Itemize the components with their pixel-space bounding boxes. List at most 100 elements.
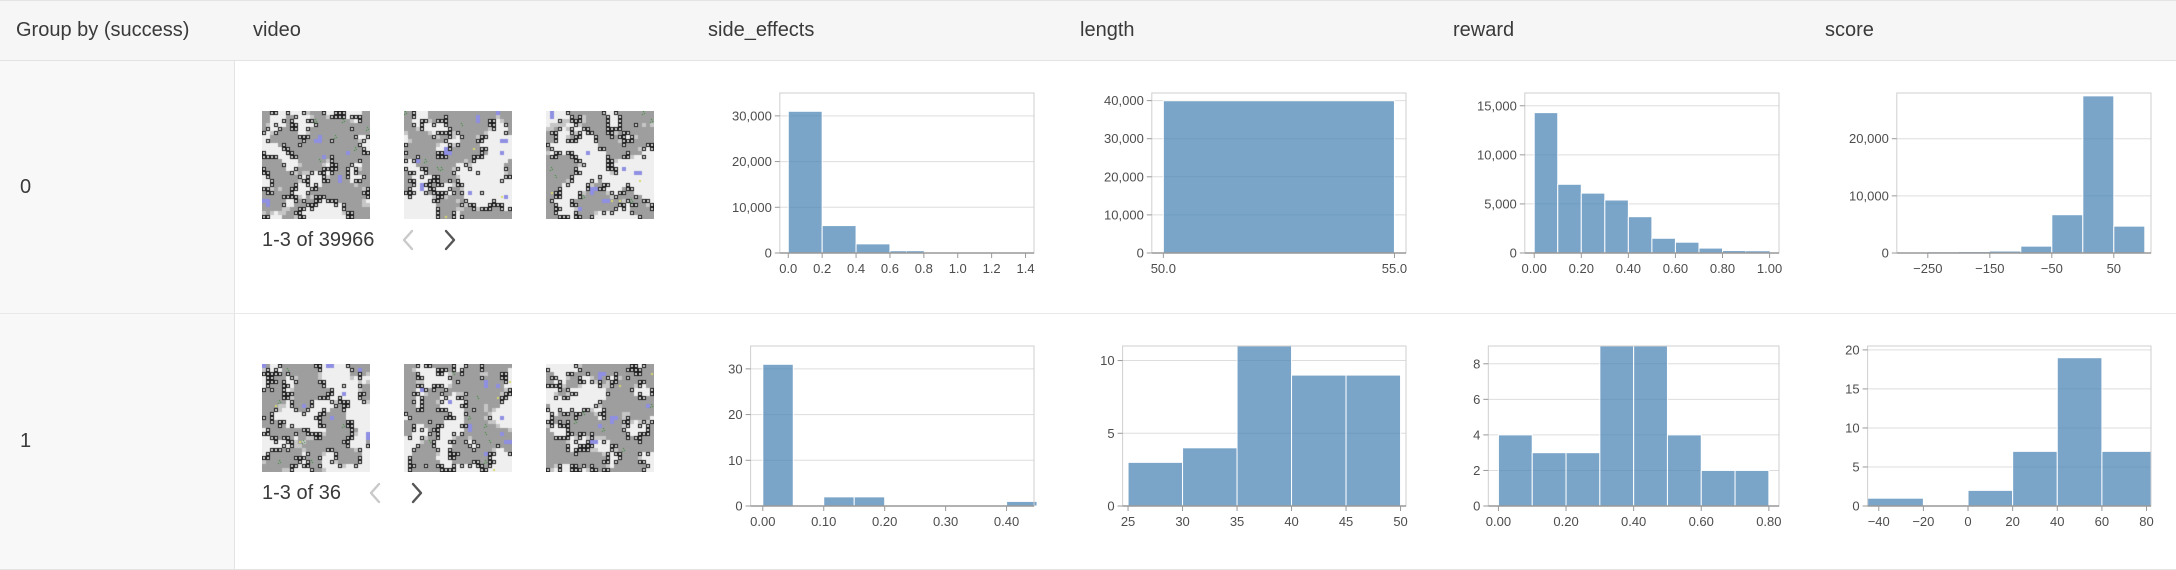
svg-text:30: 30	[1175, 514, 1189, 529]
svg-text:15,000: 15,000	[1477, 98, 1517, 113]
svg-text:4: 4	[1473, 427, 1480, 442]
svg-text:0.20: 0.20	[1553, 514, 1578, 529]
svg-text:0.60: 0.60	[1689, 514, 1714, 529]
svg-text:2: 2	[1473, 463, 1480, 478]
svg-text:25: 25	[1121, 514, 1135, 529]
svg-text:0.6: 0.6	[881, 261, 899, 276]
svg-text:5: 5	[1107, 426, 1114, 441]
chevron-left-icon	[367, 481, 383, 505]
svg-text:0.00: 0.00	[1486, 514, 1511, 529]
svg-text:60: 60	[2095, 514, 2109, 529]
svg-text:20: 20	[728, 407, 742, 422]
svg-text:10: 10	[1845, 420, 1859, 435]
svg-text:0: 0	[1137, 246, 1144, 261]
svg-text:0: 0	[1107, 499, 1114, 514]
svg-text:50.0: 50.0	[1151, 261, 1176, 276]
svg-text:15: 15	[1845, 381, 1859, 396]
gridworld-thumbnail[interactable]	[262, 111, 370, 219]
svg-text:−20: −20	[1912, 514, 1934, 529]
svg-text:−250: −250	[1913, 261, 1942, 276]
svg-text:10,000: 10,000	[1477, 147, 1517, 162]
svg-text:0.80: 0.80	[1756, 514, 1781, 529]
svg-text:10,000: 10,000	[1104, 207, 1144, 222]
svg-text:40: 40	[2050, 514, 2064, 529]
column-header-reward[interactable]: reward	[1445, 1, 1817, 60]
pagination-text: 1-3 of 36	[262, 482, 341, 505]
svg-text:0.40: 0.40	[994, 514, 1019, 529]
svg-text:5,000: 5,000	[1484, 196, 1517, 211]
video-cell: 1-3 of 39966	[235, 61, 700, 313]
gridworld-thumbnail[interactable]	[546, 111, 654, 219]
column-header-score[interactable]: score	[1817, 1, 2176, 60]
svg-text:0.30: 0.30	[933, 514, 958, 529]
group-value-cell: 0	[0, 61, 235, 313]
group-value-cell: 1	[0, 314, 235, 569]
svg-text:20: 20	[2005, 514, 2019, 529]
svg-text:1.00: 1.00	[1757, 261, 1782, 276]
svg-text:50: 50	[2107, 261, 2121, 276]
svg-text:0: 0	[1852, 499, 1859, 514]
svg-text:30: 30	[728, 361, 742, 376]
column-header-side-effects[interactable]: side_effects	[700, 1, 1072, 60]
histogram-length[interactable]: 50.0 55.0 0 10,000 20,000 30,000 40,000	[1072, 61, 1445, 313]
svg-text:80: 80	[2139, 514, 2153, 529]
svg-text:0: 0	[1964, 514, 1971, 529]
svg-text:8: 8	[1473, 356, 1480, 371]
svg-text:0.00: 0.00	[1522, 261, 1547, 276]
gridworld-thumbnail[interactable]	[404, 111, 512, 219]
svg-text:0.20: 0.20	[872, 514, 897, 529]
gridworld-thumbnail[interactable]	[262, 364, 370, 472]
gridworld-thumbnail[interactable]	[546, 364, 654, 472]
chevron-right-icon[interactable]	[409, 481, 425, 505]
svg-text:10,000: 10,000	[732, 200, 772, 215]
video-cell: 1-3 of 36	[235, 314, 700, 569]
svg-text:20,000: 20,000	[1849, 131, 1889, 146]
svg-text:0.60: 0.60	[1663, 261, 1688, 276]
svg-text:1.4: 1.4	[1016, 261, 1034, 276]
video-thumbnail-strip	[262, 364, 700, 472]
svg-text:5: 5	[1852, 459, 1859, 474]
svg-text:0: 0	[735, 499, 742, 514]
svg-text:0.10: 0.10	[811, 514, 836, 529]
svg-text:1.0: 1.0	[949, 261, 967, 276]
pagination-text: 1-3 of 39966	[262, 229, 374, 252]
svg-text:20,000: 20,000	[1104, 169, 1144, 184]
column-header-length[interactable]: length	[1072, 1, 1445, 60]
group-label: 1	[20, 430, 31, 453]
svg-text:0: 0	[765, 246, 772, 261]
column-header-groupby[interactable]: Group by (success)	[0, 1, 235, 60]
column-header-video[interactable]: video	[235, 1, 700, 60]
svg-text:−150: −150	[1975, 261, 2004, 276]
svg-text:6: 6	[1473, 392, 1480, 407]
group-label: 0	[20, 176, 31, 199]
svg-text:35: 35	[1230, 514, 1244, 529]
svg-text:20: 20	[1845, 342, 1859, 357]
chevron-right-icon[interactable]	[442, 228, 458, 252]
svg-text:0: 0	[1882, 246, 1889, 261]
svg-text:−50: −50	[2041, 261, 2063, 276]
svg-text:45: 45	[1339, 514, 1353, 529]
svg-text:0.2: 0.2	[813, 261, 831, 276]
svg-text:−40: −40	[1868, 514, 1890, 529]
svg-text:55.0: 55.0	[1382, 261, 1407, 276]
histogram-score[interactable]: −40 −20 0 20 40 60 80 0 5 10 15 20	[1817, 314, 2176, 569]
svg-text:0.4: 0.4	[847, 261, 865, 276]
svg-text:0.40: 0.40	[1616, 261, 1641, 276]
pagination: 1-3 of 39966	[262, 228, 700, 252]
svg-text:20,000: 20,000	[732, 154, 772, 169]
svg-text:40,000: 40,000	[1104, 93, 1144, 108]
svg-text:30,000: 30,000	[1104, 131, 1144, 146]
video-thumbnail-strip	[262, 111, 700, 219]
svg-text:0.20: 0.20	[1569, 261, 1594, 276]
chevron-left-icon	[400, 228, 416, 252]
gridworld-thumbnail[interactable]	[404, 364, 512, 472]
